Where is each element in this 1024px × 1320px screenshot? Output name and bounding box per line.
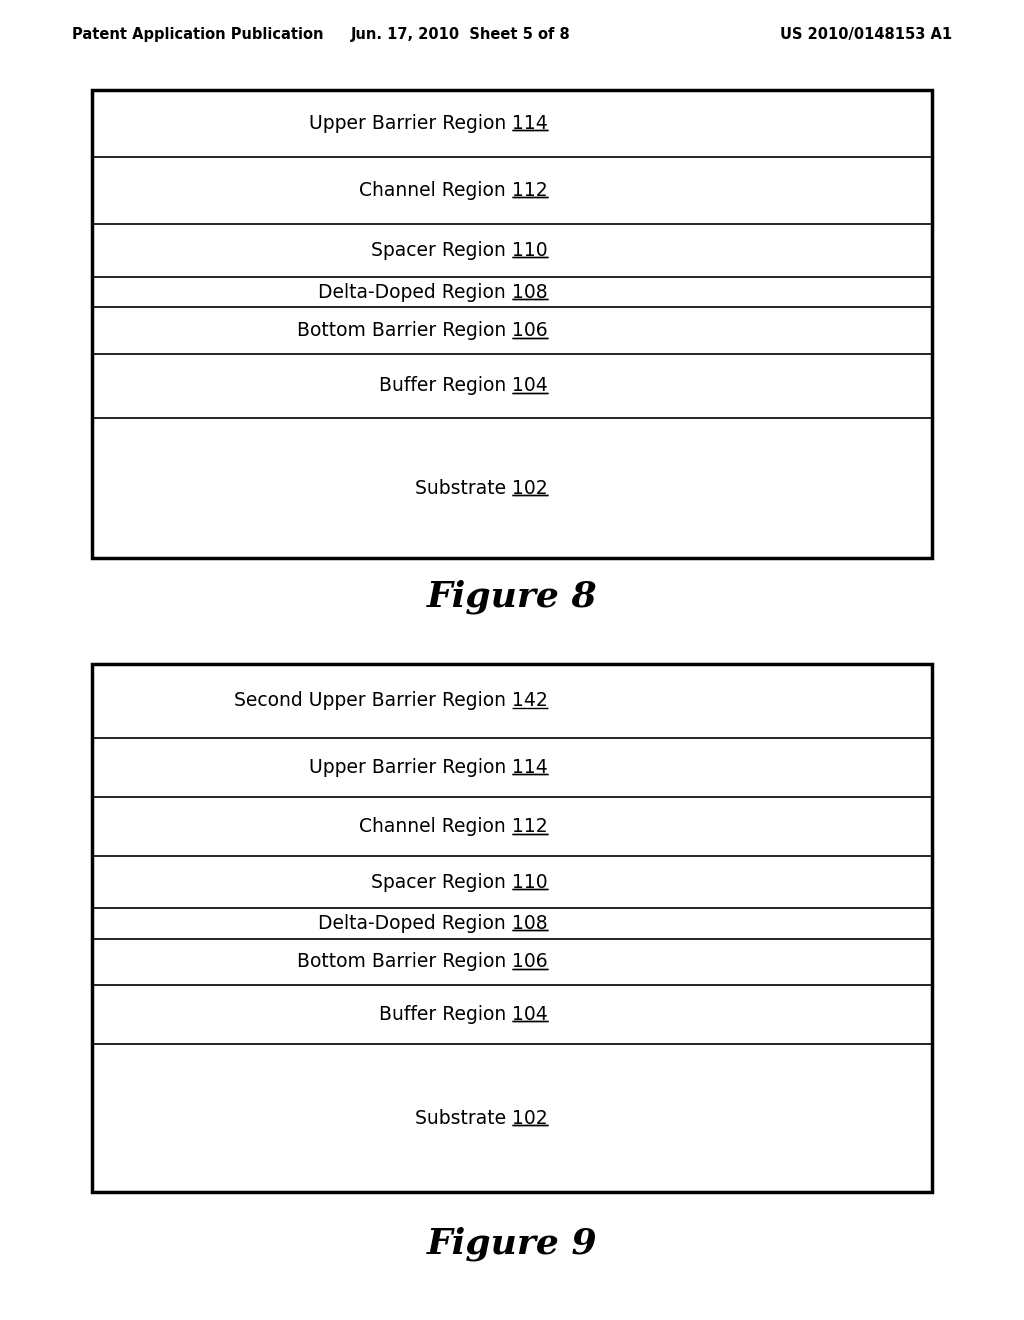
Text: Spacer Region: Spacer Region bbox=[371, 242, 512, 260]
Text: 104: 104 bbox=[512, 1005, 548, 1024]
Text: Figure 8: Figure 8 bbox=[427, 579, 597, 614]
Text: 102: 102 bbox=[512, 479, 548, 498]
Text: 142: 142 bbox=[512, 692, 548, 710]
Text: 114: 114 bbox=[512, 758, 548, 777]
Text: Figure 9: Figure 9 bbox=[427, 1226, 597, 1261]
Text: Channel Region: Channel Region bbox=[359, 181, 512, 199]
Text: 108: 108 bbox=[512, 913, 548, 933]
Text: 110: 110 bbox=[512, 873, 548, 891]
Text: Buffer Region: Buffer Region bbox=[379, 376, 512, 396]
Bar bbox=[92, 90, 932, 558]
Text: Jun. 17, 2010  Sheet 5 of 8: Jun. 17, 2010 Sheet 5 of 8 bbox=[351, 26, 570, 42]
Text: Patent Application Publication: Patent Application Publication bbox=[72, 26, 324, 42]
Text: 104: 104 bbox=[512, 376, 548, 396]
Text: 114: 114 bbox=[512, 114, 548, 133]
Text: 108: 108 bbox=[512, 282, 548, 302]
Text: 110: 110 bbox=[512, 242, 548, 260]
Text: Substrate: Substrate bbox=[415, 479, 512, 498]
Text: Upper Barrier Region: Upper Barrier Region bbox=[309, 758, 512, 777]
Text: Buffer Region: Buffer Region bbox=[379, 1005, 512, 1024]
Text: 112: 112 bbox=[512, 181, 548, 199]
Text: Second Upper Barrier Region: Second Upper Barrier Region bbox=[234, 692, 512, 710]
Text: Bottom Barrier Region: Bottom Barrier Region bbox=[297, 953, 512, 972]
Text: 112: 112 bbox=[512, 817, 548, 836]
Text: Spacer Region: Spacer Region bbox=[371, 873, 512, 891]
Text: Delta-Doped Region: Delta-Doped Region bbox=[318, 282, 512, 302]
Text: US 2010/0148153 A1: US 2010/0148153 A1 bbox=[780, 26, 952, 42]
Text: Substrate: Substrate bbox=[415, 1109, 512, 1127]
Text: Bottom Barrier Region: Bottom Barrier Region bbox=[297, 321, 512, 341]
Bar bbox=[92, 664, 932, 1192]
Text: Channel Region: Channel Region bbox=[359, 817, 512, 836]
Text: Upper Barrier Region: Upper Barrier Region bbox=[309, 114, 512, 133]
Text: Delta-Doped Region: Delta-Doped Region bbox=[318, 913, 512, 933]
Text: 106: 106 bbox=[512, 321, 548, 341]
Text: 106: 106 bbox=[512, 953, 548, 972]
Text: 102: 102 bbox=[512, 1109, 548, 1127]
